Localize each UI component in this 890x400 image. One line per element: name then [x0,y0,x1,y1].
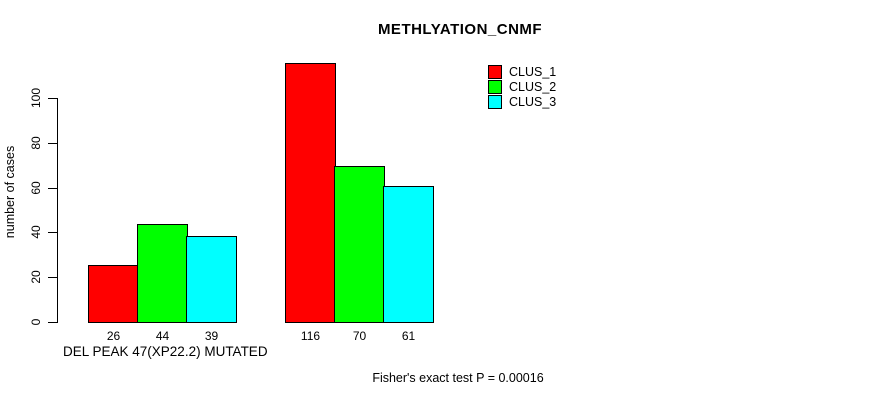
y-tick-mark [48,98,57,99]
bar-clus_1 [88,265,139,323]
legend-row-clus_1: CLUS_1 [488,64,556,79]
legend-row-clus_2: CLUS_2 [488,79,556,94]
y-tick-mark [48,187,57,189]
legend: CLUS_1 CLUS_2 CLUS_3 [488,64,556,109]
chart-title: METHLYATION_CNMF [377,21,543,38]
bar-value-label: 44 [155,329,170,343]
legend-swatch-icon [488,94,502,109]
y-tick-mark [48,322,57,323]
fisher-test-caption: Fisher's exact test P = 0.00016 [372,371,544,385]
legend-swatch-icon [488,79,502,94]
bar-value-label: 70 [352,329,367,343]
bar-value-label: 39 [204,329,219,343]
y-tick-mark [48,142,57,144]
y-tick-label-text: 20 [29,270,43,284]
legend-label: CLUS_3 [509,94,557,109]
y-tick-mark [48,232,57,234]
bar-clus_3 [383,186,434,323]
legend-label: CLUS_1 [509,64,557,79]
legend-row-clus_3: CLUS_3 [488,94,556,109]
y-tick-label-text: 80 [29,136,43,150]
bar-value-label: 116 [300,329,321,343]
legend-label: CLUS_2 [509,79,557,94]
y-axis-line [57,98,58,323]
bar-clus_2 [334,166,385,323]
bar-clus_2 [137,224,188,323]
bar-value-label: 61 [401,329,416,343]
bar-value-label: 26 [106,329,121,343]
y-tick-label-text: 0 [29,318,43,326]
x-axis-label: DEL PEAK 47(XP22.2) MUTATED [63,344,268,359]
bar-clus_1 [285,63,336,323]
legend-swatch-icon [488,64,502,79]
y-tick-label-text: 40 [29,225,43,240]
bar-clus_3 [186,236,237,323]
y-tick-label-text: 100 [29,87,43,109]
y-tick-mark [48,277,57,279]
y-axis-title-text: number of cases [3,145,17,239]
y-tick-label-text: 60 [29,180,43,195]
